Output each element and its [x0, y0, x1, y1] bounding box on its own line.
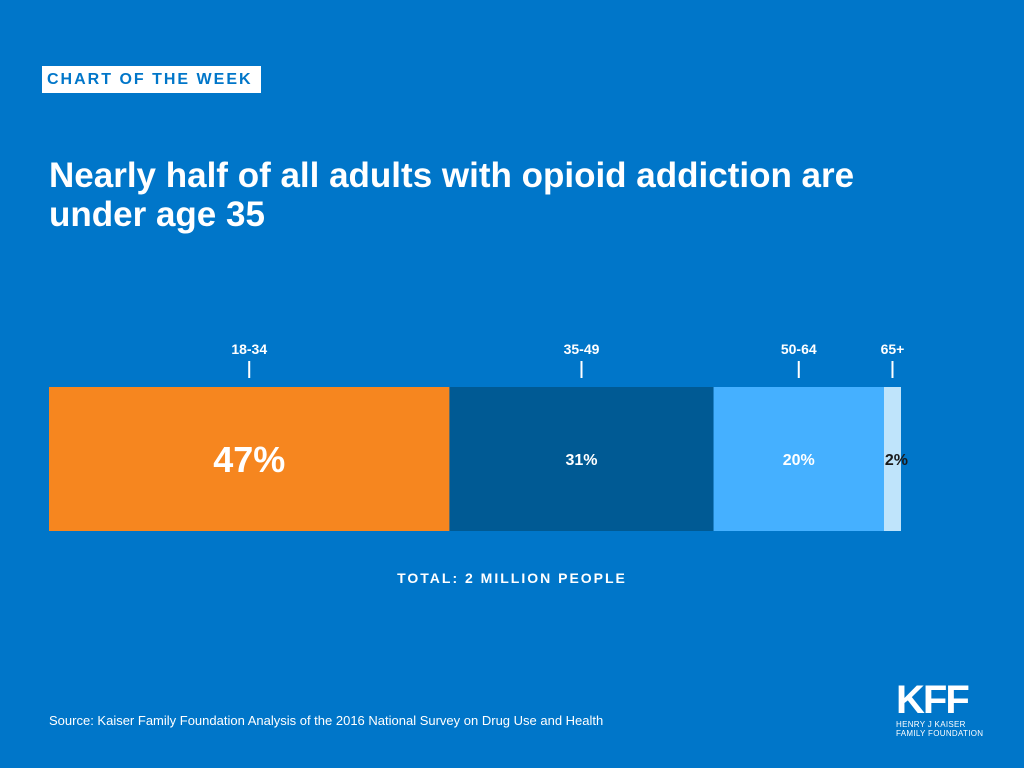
bar-segment-18-34 — [49, 387, 450, 531]
bar-segment-35-49 — [449, 387, 714, 531]
value-label-35-49: 31% — [565, 452, 597, 469]
category-label-65-plus: 65+ — [881, 341, 905, 357]
kff-logo-line2: FAMILY FOUNDATION — [896, 729, 984, 738]
value-label-65-plus: 2% — [885, 452, 908, 469]
kff-logo-subtitle: HENRY J KAISER FAMILY FOUNDATION — [896, 720, 992, 738]
total-label: TOTAL: 2 MILLION PEOPLE — [397, 570, 627, 586]
source-note: Source: Kaiser Family Foundation Analysi… — [49, 713, 604, 728]
category-label-35-49: 35-49 — [564, 341, 600, 357]
category-label-18-34: 18-34 — [231, 341, 267, 357]
kff-logo-mark: KFF — [896, 678, 970, 722]
chart-of-the-week-badge: CHART OF THE WEEK — [42, 66, 261, 93]
bar-segment-50-64 — [713, 387, 884, 531]
page-title: Nearly half of all adults with opioid ad… — [49, 156, 855, 234]
value-label-18-34: 47% — [213, 439, 285, 480]
kff-logo: KFF HENRY J KAISER FAMILY FOUNDATION — [896, 678, 992, 738]
category-label-50-64: 50-64 — [781, 341, 817, 357]
value-label-50-64: 20% — [783, 452, 815, 469]
bar-segment-65-plus — [883, 387, 901, 531]
kff-logo-line1: HENRY J KAISER — [896, 720, 966, 729]
